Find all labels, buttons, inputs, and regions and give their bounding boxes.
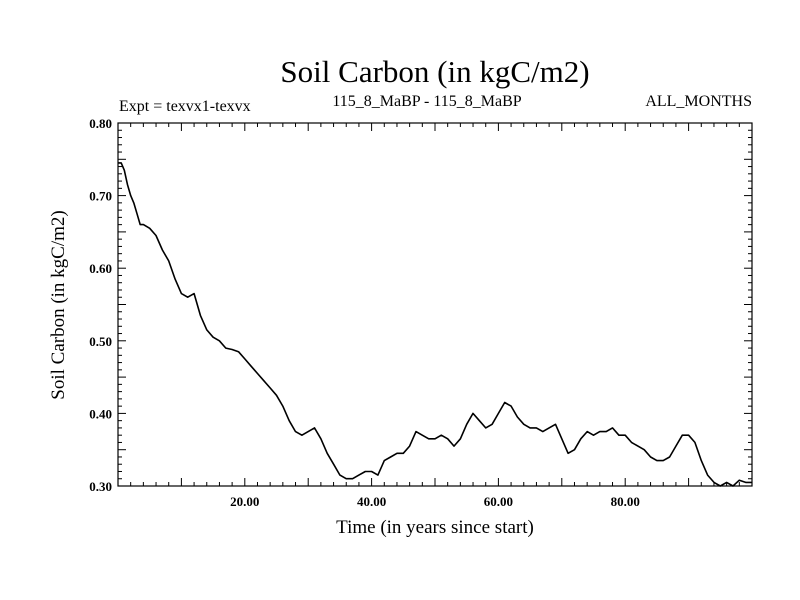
x-tick-label: 80.00: [611, 494, 640, 509]
y-tick-label: 0.70: [89, 189, 112, 204]
plot-frame: [117, 122, 753, 487]
axis-tick-labels: 20.00 40.00 60.00 80.00 0.30 0.40 0.50 0.60 0.70…: [89, 116, 640, 509]
y-tick-label: 0.40: [89, 406, 112, 421]
x-tick-label: 20.00: [230, 494, 259, 509]
chart-title: Soil Carbon (in kgC/m2): [280, 54, 589, 89]
subtitle-period: 115_8_MaBP - 115_8_MaBP: [332, 93, 521, 110]
x-tick-label: 60.00: [484, 494, 513, 509]
series-line-soil-carbon: [118, 162, 752, 487]
subtitle-months: ALL_MONTHS: [645, 93, 752, 110]
subtitle-experiment: Expt = texvx1-texvx: [119, 98, 251, 115]
x-tick-label: 40.00: [357, 494, 386, 509]
y-tick-label: 0.60: [89, 261, 112, 276]
axis-ticks: [117, 122, 753, 487]
y-tick-label: 0.50: [89, 334, 112, 349]
y-tick-label: 0.80: [89, 116, 112, 131]
y-axis-title: Soil Carbon (in kgC/m2): [48, 210, 69, 399]
y-tick-label: 0.30: [89, 479, 112, 494]
x-axis-title: Time (in years since start): [336, 517, 534, 538]
